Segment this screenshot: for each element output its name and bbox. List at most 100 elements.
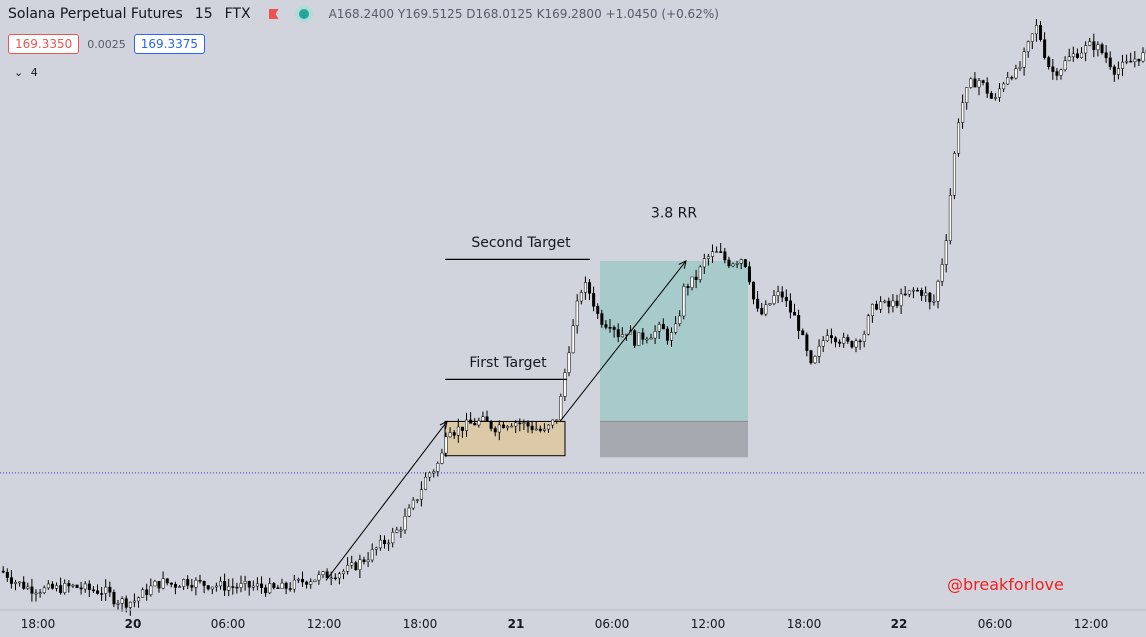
candle-body xyxy=(26,586,30,589)
time-tick-label: 18:00 xyxy=(787,617,822,631)
candle-body xyxy=(1088,41,1092,46)
candle-body xyxy=(1084,45,1088,54)
candle-body xyxy=(1096,44,1100,50)
candle-body xyxy=(596,306,600,314)
candle-body xyxy=(981,80,985,83)
annotation-label: 3.8 RR xyxy=(651,205,697,221)
candle-body xyxy=(501,424,505,429)
candle-body xyxy=(846,337,850,342)
candle-body xyxy=(899,293,903,306)
buy-price-button[interactable]: 169.3375 xyxy=(133,34,206,54)
candle-body xyxy=(518,422,522,425)
candle-body xyxy=(608,327,612,329)
candle-body xyxy=(354,562,358,570)
candle-body xyxy=(534,428,538,431)
candle-body xyxy=(34,592,38,595)
candle-body xyxy=(411,499,415,509)
candle-body xyxy=(9,577,13,584)
candle-body xyxy=(838,341,842,344)
time-tick-label: 20 xyxy=(125,617,142,631)
candle-body xyxy=(239,583,243,588)
candle-body xyxy=(251,585,255,588)
candle-body xyxy=(104,586,108,594)
candle-body xyxy=(1067,56,1071,61)
candle-body xyxy=(555,419,559,422)
candle-body xyxy=(735,262,739,265)
candle-body xyxy=(145,589,149,595)
candle-body xyxy=(1034,25,1038,35)
candle-body xyxy=(292,579,296,590)
market-status-icon xyxy=(298,9,309,19)
candle-body xyxy=(342,571,346,574)
candle-body xyxy=(255,583,259,587)
candle-body xyxy=(440,452,444,464)
candle-body xyxy=(657,324,661,332)
candle-body xyxy=(206,585,210,590)
indicators-count: 4 xyxy=(30,66,38,79)
time-tick-label: 06:00 xyxy=(211,617,246,631)
candle-body xyxy=(1121,61,1125,69)
candle-body xyxy=(223,581,227,591)
candle-body xyxy=(797,314,801,332)
candle-body xyxy=(821,340,825,347)
candle-body xyxy=(22,581,26,589)
candle-body xyxy=(165,578,169,584)
candle-body xyxy=(284,582,288,589)
candle-body xyxy=(391,532,395,544)
candle-body xyxy=(448,432,452,438)
candle-body xyxy=(530,425,534,430)
sell-price-button[interactable]: 169.3350 xyxy=(8,34,80,54)
candle-body xyxy=(665,328,669,341)
candle-body xyxy=(850,341,854,348)
candle-body xyxy=(1018,67,1022,69)
candle-body xyxy=(280,582,284,589)
candle-body xyxy=(883,300,887,303)
candle-body xyxy=(50,583,54,589)
candle-body xyxy=(743,259,747,267)
candle-body xyxy=(428,472,432,478)
candle-body xyxy=(903,293,907,296)
candle-body xyxy=(309,581,313,585)
candle-body xyxy=(485,416,489,422)
candle-body xyxy=(649,337,653,340)
candle-body xyxy=(600,313,604,325)
candle-body xyxy=(895,300,899,306)
candle-body xyxy=(1051,66,1055,72)
consolidation-box xyxy=(444,420,566,457)
symbol-name[interactable]: Solana Perpetual Futures xyxy=(8,6,183,22)
candle-body xyxy=(678,315,682,325)
candle-body xyxy=(383,539,387,545)
indicators-toggle[interactable]: ⌄ 4 xyxy=(14,66,38,79)
candle-body xyxy=(571,325,575,354)
candle-body xyxy=(756,298,760,309)
candle-body xyxy=(637,332,641,346)
candle-body xyxy=(1129,60,1133,63)
candle-body xyxy=(456,426,460,436)
flag-icon[interactable] xyxy=(268,9,279,19)
candle-body xyxy=(952,153,956,196)
candle-body xyxy=(497,424,501,433)
candle-body xyxy=(194,579,198,588)
candle-body xyxy=(936,281,940,302)
candle-body xyxy=(879,301,883,310)
candle-body xyxy=(14,582,18,584)
candle-body xyxy=(67,583,71,587)
candle-body xyxy=(1006,77,1010,85)
candle-body xyxy=(444,436,448,454)
interval-label[interactable]: 15 xyxy=(194,6,213,22)
candle-body xyxy=(387,542,391,545)
candle-body xyxy=(481,416,485,422)
candle-body xyxy=(358,559,362,570)
candle-body xyxy=(698,266,702,280)
candle-body xyxy=(588,282,592,294)
candle-body xyxy=(71,584,75,587)
candle-body xyxy=(719,251,723,253)
candle-body xyxy=(1055,71,1059,76)
candle-body xyxy=(38,592,42,594)
symbol-header: Solana Perpetual Futures 15 FTX A168.240… xyxy=(8,6,719,22)
candle-body xyxy=(686,286,690,288)
candle-body xyxy=(75,584,79,588)
candle-body xyxy=(985,82,989,94)
candle-body xyxy=(1108,57,1112,68)
